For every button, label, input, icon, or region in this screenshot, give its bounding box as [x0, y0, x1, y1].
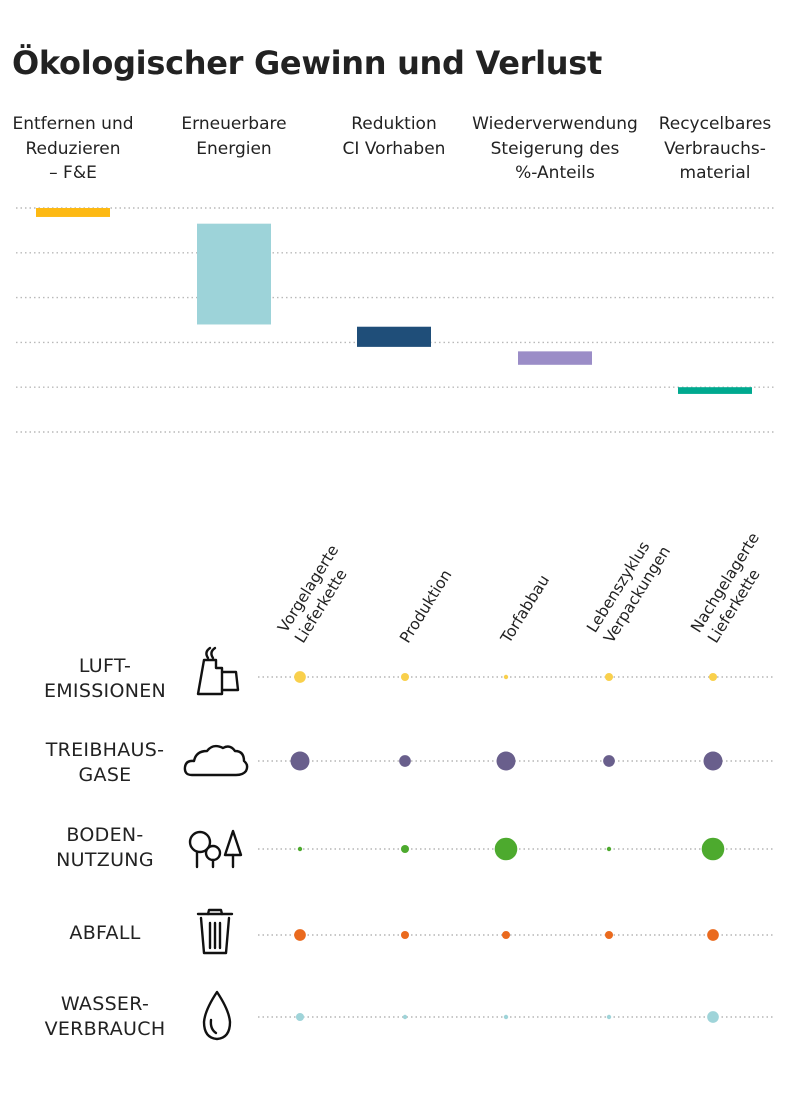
impact-bubble — [501, 930, 511, 940]
impact-bubble — [400, 930, 410, 940]
impact-bubble — [400, 844, 410, 854]
impact-bubble — [295, 1012, 305, 1022]
category-label-line: material — [679, 163, 751, 183]
impact-bubble — [399, 755, 411, 767]
row-label: ABFALL — [20, 921, 190, 946]
column-header-line: Produktion — [396, 566, 455, 646]
category-label-line: Reduktion — [351, 114, 437, 134]
row-label-line: BODEN- — [66, 824, 144, 846]
column-header-line: Torfabbau — [497, 572, 553, 647]
impact-bubble — [400, 672, 410, 682]
cloud-icon — [183, 744, 249, 777]
waterfall-chart — [16, 207, 775, 433]
impact-bubble — [604, 930, 614, 940]
category-label-line: %-Anteils — [515, 163, 595, 183]
category-label-line: Steigerung des — [490, 138, 620, 159]
impact-bubble — [503, 674, 509, 680]
impact-bubble — [606, 846, 612, 852]
impact-bubble — [603, 755, 615, 767]
impact-bubble — [297, 846, 303, 852]
column-header: Produktion — [396, 566, 455, 646]
trash-icon — [196, 908, 234, 955]
row-label: BODEN- NUTZUNG — [20, 823, 190, 873]
impact-bubble — [701, 837, 725, 861]
row-label-line: NUTZUNG — [56, 849, 154, 871]
impact-bubble — [708, 672, 718, 682]
category-label-line: Erneuerbare — [181, 114, 287, 134]
impact-bubble — [294, 671, 306, 683]
impact-bubble — [496, 751, 516, 771]
category-label-line: Reduzieren — [25, 138, 121, 159]
row-label-line: GASE — [78, 764, 132, 786]
row-label-line: TREIBHAUS- — [45, 739, 165, 761]
category-label-line: Verbrauchs- — [664, 138, 766, 159]
row-label-line: WASSER- — [60, 993, 150, 1015]
category-label-line: Energien — [196, 138, 272, 159]
row-label-line: EMISSIONEN — [43, 680, 167, 702]
category-label-line: CI Vorhaben — [342, 138, 446, 159]
category-label-line: Wiederverwendung — [472, 114, 638, 134]
row-label-line: LUFT- — [78, 655, 132, 677]
waterfall-bar — [678, 387, 752, 394]
impact-bubble — [290, 751, 310, 771]
row-label: WASSER- VERBRAUCH — [20, 992, 190, 1042]
trees-icon — [188, 829, 243, 869]
kiln-icon — [196, 646, 240, 696]
impact-bubble — [606, 1014, 612, 1020]
row-label: LUFT- EMISSIONEN — [20, 654, 190, 704]
impact-bubble — [294, 929, 306, 941]
category-label-line: Recycelbares — [658, 114, 772, 134]
waterfall-bar — [518, 351, 592, 365]
waterfall-category-label: Reduktion CI Vorhaben — [309, 112, 479, 161]
waterfall-bar — [357, 326, 431, 347]
impact-bubble — [707, 929, 719, 941]
waterfall-category-label: Entfernen und Reduzieren – F&E — [0, 112, 158, 186]
impact-bubble — [503, 1014, 509, 1020]
impact-bubble — [402, 1014, 408, 1020]
impact-bubble — [494, 837, 518, 861]
column-header: Torfabbau — [497, 572, 553, 647]
row-label-line: ABFALL — [69, 922, 141, 944]
impact-bubble — [604, 672, 614, 682]
category-label-line: Entfernen und — [12, 114, 134, 134]
drop-icon — [202, 990, 232, 1041]
page-title: Ökologischer Gewinn und Verlust — [12, 44, 602, 82]
impact-bubble — [703, 751, 723, 771]
waterfall-bar — [197, 223, 271, 325]
waterfall-category-label: Recycelbares Verbrauchs- material — [630, 112, 795, 186]
impact-bubble — [707, 1011, 719, 1023]
waterfall-category-label: Erneuerbare Energien — [149, 112, 319, 161]
row-label: TREIBHAUS- GASE — [20, 738, 190, 788]
row-label-line: VERBRAUCH — [44, 1018, 166, 1040]
waterfall-bar — [36, 208, 110, 217]
category-label-line: – F&E — [49, 163, 97, 183]
waterfall-category-label: Wiederverwendung Steigerung des %-Anteil… — [470, 112, 640, 186]
